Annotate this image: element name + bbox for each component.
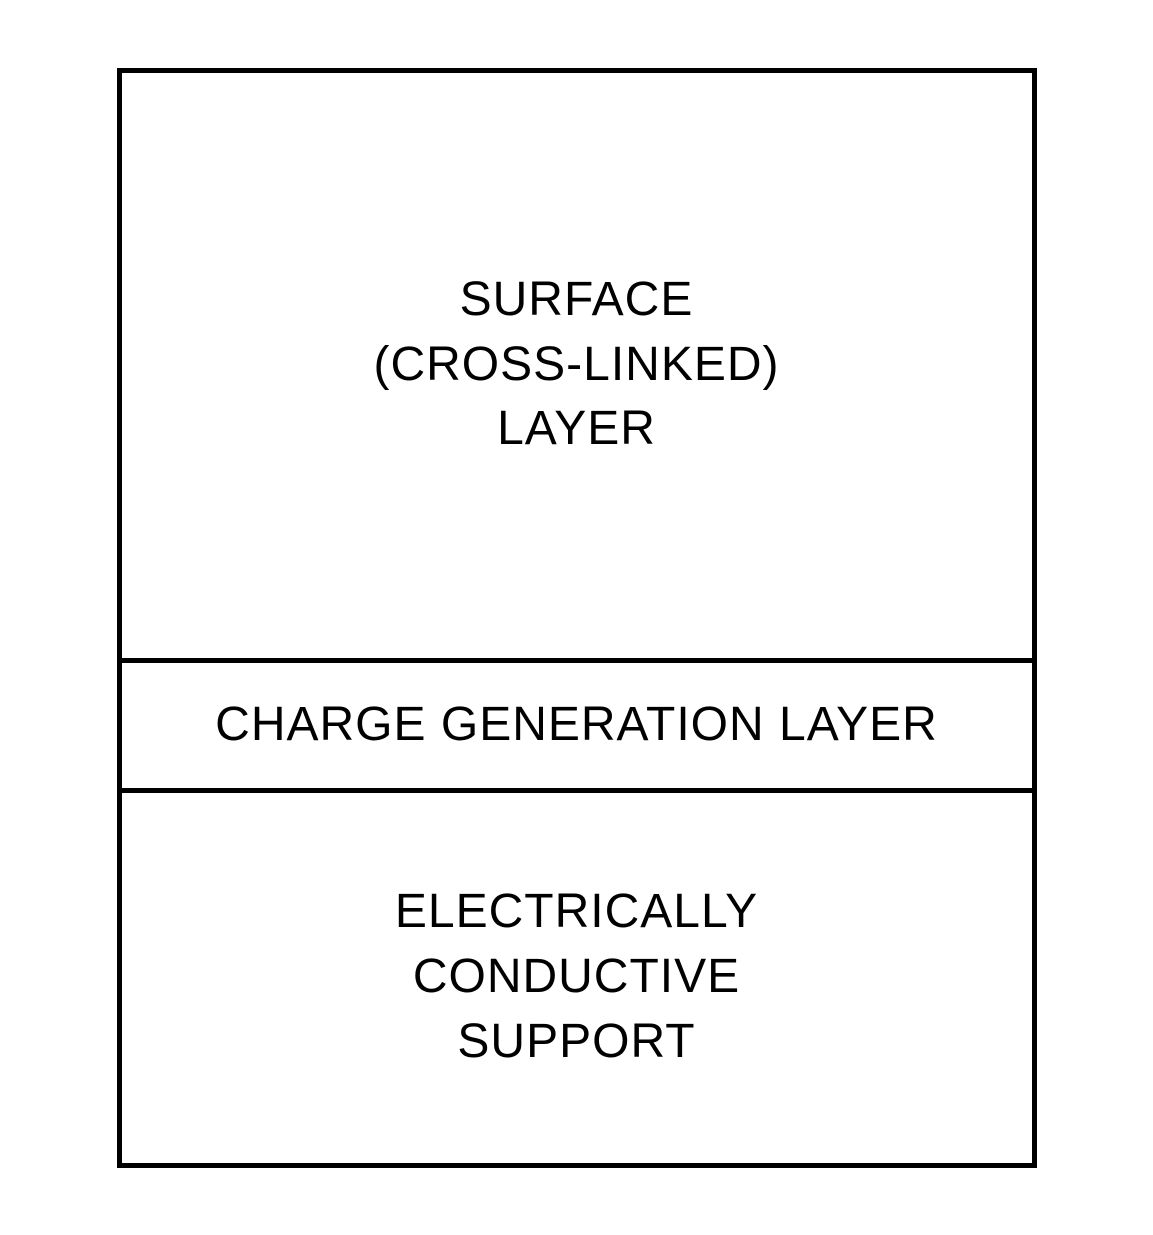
charge-generation-layer-label: CHARGE GENERATION LAYER (215, 693, 938, 758)
layer-stack-diagram: SURFACE(CROSS-LINKED)LAYER CHARGE GENERA… (117, 68, 1037, 1168)
surface-layer: SURFACE(CROSS-LINKED)LAYER (117, 68, 1037, 658)
support-layer: ELECTRICALLYCONDUCTIVESUPPORT (117, 788, 1037, 1168)
charge-generation-layer: CHARGE GENERATION LAYER (117, 658, 1037, 788)
surface-layer-label: SURFACE(CROSS-LINKED)LAYER (373, 268, 779, 462)
support-layer-label: ELECTRICALLYCONDUCTIVESUPPORT (395, 880, 758, 1074)
